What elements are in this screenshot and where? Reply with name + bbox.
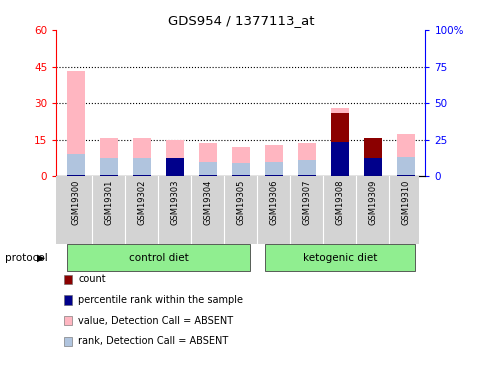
Bar bbox=[297, 175, 315, 176]
Text: GSM19306: GSM19306 bbox=[269, 180, 278, 225]
Bar bbox=[231, 175, 249, 176]
Bar bbox=[199, 143, 217, 176]
Bar bbox=[330, 113, 348, 176]
Text: GSM19303: GSM19303 bbox=[170, 180, 179, 225]
Bar bbox=[165, 158, 183, 176]
Bar bbox=[231, 175, 249, 176]
Text: protocol: protocol bbox=[5, 253, 47, 263]
Text: GSM19302: GSM19302 bbox=[137, 180, 146, 225]
Bar bbox=[297, 175, 315, 176]
Bar bbox=[231, 147, 249, 176]
Bar bbox=[330, 142, 348, 176]
Bar bbox=[363, 138, 381, 176]
Bar bbox=[330, 108, 348, 176]
Bar bbox=[330, 156, 348, 176]
Text: GSM19304: GSM19304 bbox=[203, 180, 212, 225]
Bar bbox=[396, 157, 414, 176]
Bar bbox=[264, 145, 282, 176]
Text: count: count bbox=[78, 274, 105, 284]
Text: GSM19309: GSM19309 bbox=[367, 180, 376, 225]
Bar bbox=[199, 175, 217, 176]
Text: GSM19308: GSM19308 bbox=[335, 180, 344, 225]
Bar bbox=[363, 158, 381, 176]
Text: value, Detection Call = ABSENT: value, Detection Call = ABSENT bbox=[78, 316, 233, 326]
Text: control diet: control diet bbox=[128, 253, 188, 263]
Bar bbox=[67, 154, 85, 176]
Bar bbox=[396, 175, 414, 176]
Bar bbox=[133, 175, 151, 176]
Bar bbox=[67, 244, 249, 272]
Bar bbox=[264, 162, 282, 176]
Bar bbox=[363, 138, 381, 176]
Bar bbox=[100, 175, 118, 176]
Text: ketogenic diet: ketogenic diet bbox=[302, 253, 376, 263]
Bar bbox=[363, 158, 381, 176]
Text: GSM19305: GSM19305 bbox=[236, 180, 245, 225]
Bar bbox=[133, 158, 151, 176]
Bar bbox=[264, 244, 414, 272]
Bar bbox=[264, 175, 282, 176]
Bar bbox=[231, 163, 249, 176]
Text: GSM19310: GSM19310 bbox=[400, 180, 409, 225]
Bar bbox=[199, 162, 217, 176]
Bar bbox=[165, 164, 183, 176]
Bar bbox=[165, 159, 183, 176]
Bar bbox=[297, 160, 315, 176]
Bar bbox=[67, 71, 85, 176]
Bar bbox=[133, 175, 151, 176]
Bar bbox=[100, 175, 118, 176]
Text: ▶: ▶ bbox=[37, 253, 45, 263]
Bar bbox=[396, 175, 414, 176]
Bar bbox=[67, 175, 85, 176]
Title: GDS954 / 1377113_at: GDS954 / 1377113_at bbox=[167, 15, 313, 27]
Bar bbox=[100, 158, 118, 176]
Bar bbox=[297, 143, 315, 176]
Text: GSM19300: GSM19300 bbox=[71, 180, 81, 225]
Bar bbox=[165, 140, 183, 176]
Bar bbox=[67, 175, 85, 176]
Bar bbox=[133, 138, 151, 176]
Bar bbox=[264, 175, 282, 176]
Text: GSM19307: GSM19307 bbox=[302, 180, 311, 225]
Text: rank, Detection Call = ABSENT: rank, Detection Call = ABSENT bbox=[78, 336, 228, 346]
Bar bbox=[199, 175, 217, 176]
Bar bbox=[396, 134, 414, 176]
Bar bbox=[100, 138, 118, 176]
Text: percentile rank within the sample: percentile rank within the sample bbox=[78, 295, 243, 305]
Text: GSM19301: GSM19301 bbox=[104, 180, 113, 225]
